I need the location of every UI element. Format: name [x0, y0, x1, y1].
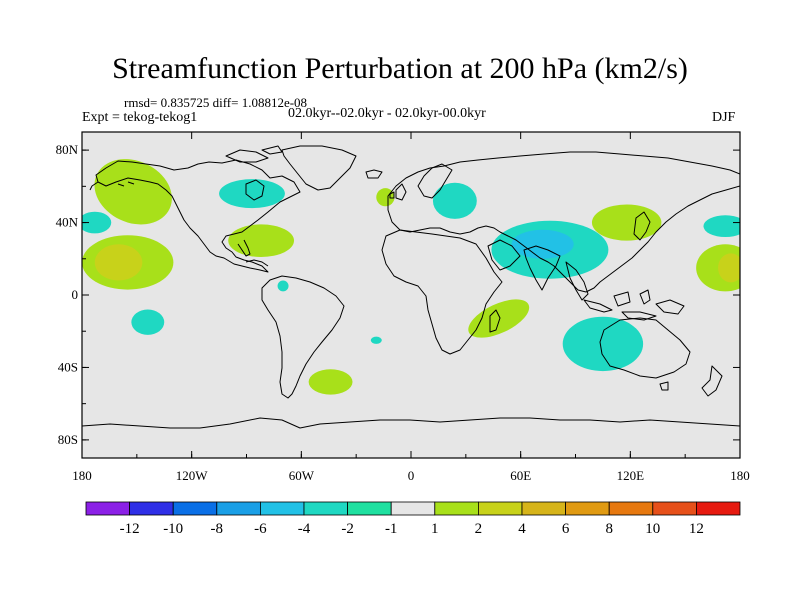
colorbar-label: 8 [605, 521, 613, 537]
season-label: DJF [712, 110, 736, 125]
x-tick-label: 60W [289, 468, 315, 483]
anomaly-mid-atlantic-positive [376, 188, 395, 207]
colorbar-label: 1 [431, 521, 439, 537]
colorbar-swatch [477, 501, 523, 516]
coast-japan [633, 211, 651, 241]
coast-eurasia [387, 151, 740, 293]
x-tick-label: 120E [617, 468, 645, 483]
colorbar-swatch [652, 501, 697, 516]
x-tick-label: 180 [730, 468, 750, 483]
colorbar-label: 4 [518, 521, 526, 537]
chart-title: Streamfunction Perturbation at 200 hPa (… [112, 52, 688, 85]
coast-africa [381, 229, 503, 355]
colorbar-label: 6 [562, 521, 570, 537]
colorbar-label: -8 [211, 521, 224, 537]
anomaly-dateline-core [718, 253, 740, 283]
coast-new-guinea [655, 299, 685, 315]
coast-south-america [261, 275, 345, 399]
colorbar-swatch [129, 501, 174, 516]
coast-southeast-asia [565, 261, 589, 301]
colorbar-label: 2 [475, 521, 483, 537]
anomaly-south-atlantic-positive [308, 369, 353, 395]
anomaly-amazon-blip [277, 280, 289, 292]
colorbar: -12 -10 -8 -6 -4 -2 -1 1 2 4 6 8 10 12 [85, 501, 741, 537]
y-tick-label: 0 [72, 287, 79, 302]
coast-antarctica [82, 417, 740, 429]
anomaly-canada-negative [219, 179, 285, 209]
colorbar-swatch [434, 501, 479, 516]
x-tick-label: 60E [510, 468, 531, 483]
anomaly-east-africa-positive [468, 299, 530, 338]
colorbar-label: -2 [341, 521, 354, 537]
colorbar-swatch [85, 501, 130, 516]
experiment-label: Expt = tekog-tekog1 [82, 110, 198, 125]
coast-india [523, 245, 561, 291]
colorbar-label: -12 [120, 521, 140, 537]
coast-greenland [281, 145, 357, 191]
period-label: 02.0kyr--02.0kyr - 02.0kyr-00.0kyr [288, 106, 486, 121]
anomaly-east-asia-positive [591, 204, 662, 241]
x-tick-label: 0 [408, 468, 415, 483]
coast-florida [237, 239, 251, 257]
anomaly-south-atlantic-blip [370, 336, 382, 344]
colorbar-label: 12 [689, 521, 704, 537]
colorbar-swatch [521, 501, 566, 516]
coast-iceland [365, 169, 383, 179]
anomaly-gulf-positive [228, 224, 295, 257]
coast-arctic-islands [225, 145, 283, 163]
colorbar-label: -1 [385, 521, 398, 537]
map-axes: 80N 40N 0 40S 80S 180 120W 60W 0 60E 120E 180 [56, 132, 750, 483]
coast-alaska-islands [89, 181, 135, 191]
colorbar-swatch [347, 501, 392, 516]
y-tick-label: 80N [56, 142, 79, 157]
coast-tasmania [659, 381, 669, 391]
colorbar-swatch [216, 501, 261, 516]
coast-north-america [95, 159, 301, 273]
anomaly-australia-negative [562, 316, 644, 372]
colorbar-swatch [696, 501, 741, 516]
map-background [82, 132, 740, 458]
y-tick-label: 40N [56, 215, 79, 230]
colorbar-swatch [303, 501, 348, 516]
colorbar-swatch [172, 501, 218, 516]
anomaly-tropical-pacific-negative [131, 309, 165, 335]
anomaly-layer [82, 159, 740, 395]
anomaly-west-pacific-negative [82, 211, 112, 234]
colorbar-swatch [259, 501, 305, 516]
colorbar-swatch [608, 501, 654, 516]
anomaly-central-pacific-core [94, 244, 143, 281]
coast-madagascar [489, 309, 501, 333]
rmsd-diff-stats: rmsd= 0.835725 diff= 1.08812e-08 [124, 95, 308, 110]
colorbar-swatch [565, 501, 610, 516]
colorbar-swatch [390, 501, 436, 516]
x-tick-label: 120W [176, 468, 209, 483]
anomaly-north-pacific-positive [94, 159, 172, 225]
coast-indonesia [583, 289, 657, 321]
y-tick-label: 80S [58, 432, 78, 447]
x-tick-label: 180 [72, 468, 92, 483]
y-tick-label: 40S [58, 359, 78, 374]
coast-arabia [487, 239, 521, 271]
coast-hudson-bay [245, 179, 265, 201]
colorbar-label: -10 [163, 521, 183, 537]
colorbar-label: 10 [645, 521, 660, 537]
colorbar-label: -6 [254, 521, 267, 537]
coast-british-isles [389, 183, 407, 201]
colorbar-label: -4 [298, 521, 311, 537]
coast-scandinavia [417, 163, 453, 199]
coast-new-zealand [701, 365, 723, 397]
coastlines [82, 145, 740, 429]
coast-australia [599, 317, 691, 379]
coast-cuba [245, 259, 269, 267]
anomaly-asia-core [511, 229, 574, 259]
anomaly-europe-negative [432, 182, 477, 219]
anomaly-northeast-pacific-negative [703, 215, 740, 238]
